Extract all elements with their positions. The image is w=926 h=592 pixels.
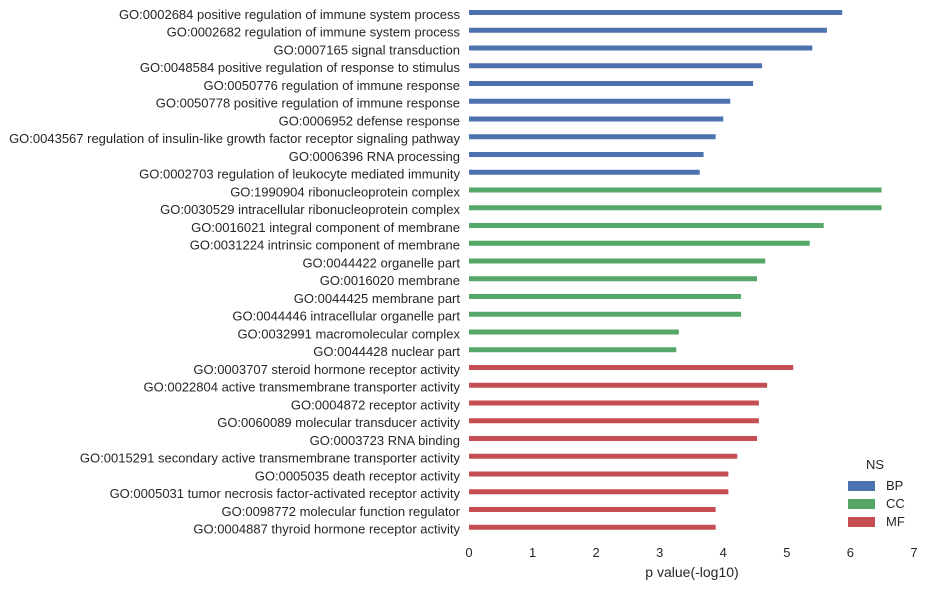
- category-label: GO:0006396 RNA processing: [289, 149, 460, 164]
- bar-mf: [469, 400, 759, 406]
- legend-label-mf: MF: [886, 514, 905, 529]
- bar-bp: [469, 10, 843, 15]
- category-label: GO:0016021 integral component of membran…: [191, 220, 460, 235]
- x-tick-label: 3: [656, 545, 663, 560]
- x-tick-label: 1: [529, 545, 536, 560]
- category-label: GO:0002684 positive regulation of immune…: [119, 7, 461, 22]
- bar-mf: [469, 471, 729, 477]
- bar-cc: [469, 329, 679, 335]
- bar-mf: [469, 436, 757, 441]
- category-label: GO:0031224 intrinsic component of membra…: [190, 238, 460, 253]
- x-tick-label: 4: [720, 545, 727, 560]
- x-tick-label: 2: [593, 545, 600, 560]
- legend-swatch-cc: [848, 499, 875, 509]
- legend-items: BP CC MF: [848, 478, 905, 529]
- bar-cc: [469, 240, 810, 246]
- category-label: GO:0032991 macromolecular complex: [237, 326, 460, 341]
- legend: NS BP CC MF: [848, 457, 905, 529]
- legend-label-cc: CC: [886, 496, 905, 511]
- legend-title: NS: [866, 457, 884, 472]
- bars-layer: [469, 10, 882, 530]
- category-label: GO:0044428 nuclear part: [313, 344, 460, 359]
- bar-mf: [469, 489, 729, 495]
- category-label: GO:0050778 positive regulation of immune…: [156, 96, 460, 111]
- category-label: GO:0002703 regulation of leukocyte media…: [139, 167, 460, 182]
- x-axis-ticks: 0 1 2 3 4 5 6 7: [465, 545, 917, 560]
- bar-bp: [469, 98, 731, 104]
- legend-swatch-bp: [848, 481, 875, 491]
- bar-bp: [469, 63, 763, 69]
- bar-bp: [469, 116, 724, 122]
- category-label: GO:0015291 secondary active transmembran…: [80, 451, 461, 466]
- x-tick-label: 0: [465, 545, 472, 560]
- bar-cc: [469, 311, 742, 317]
- category-label: GO:0003707 steroid hormone receptor acti…: [193, 362, 460, 377]
- category-label: GO:0002682 regulation of immune system p…: [167, 25, 461, 40]
- bar-cc: [469, 258, 766, 264]
- category-label: GO:0007165 signal transduction: [274, 42, 460, 57]
- bar-bp: [469, 169, 700, 175]
- bar-mf: [469, 524, 716, 530]
- bar-mf: [469, 507, 716, 512]
- bar-bp: [469, 152, 704, 157]
- category-label: GO:0016020 membrane: [320, 273, 460, 288]
- bar-mf: [469, 365, 794, 370]
- category-label: GO:0048584 positive regulation of respon…: [140, 60, 461, 75]
- category-label: GO:0043567 regulation of insulin-like gr…: [9, 131, 460, 146]
- category-label: GO:0005031 tumor necrosis factor-activat…: [110, 486, 461, 501]
- bar-mf: [469, 382, 768, 388]
- category-label: GO:1990904 ribonucleoprotein complex: [230, 184, 460, 199]
- x-tick-label: 6: [847, 545, 854, 560]
- x-axis-label: p value(-log10): [645, 564, 738, 580]
- bar-bp: [469, 45, 813, 51]
- bar-cc: [469, 223, 824, 228]
- category-label: GO:0044425 membrane part: [294, 291, 461, 306]
- category-label: GO:0060089 molecular transducer activity: [217, 415, 460, 430]
- category-label: GO:0050776 regulation of immune response: [203, 78, 460, 93]
- bar-cc: [469, 294, 742, 299]
- category-label: GO:0022804 active transmembrane transpor…: [144, 380, 461, 395]
- bar-mf: [469, 418, 759, 424]
- category-label: GO:0006952 defense response: [279, 113, 460, 128]
- bar-cc: [469, 347, 677, 353]
- category-label: GO:0030529 intracellular ribonucleoprote…: [160, 202, 460, 217]
- category-label: GO:0098772 molecular function regulator: [222, 504, 461, 519]
- x-tick-label: 7: [910, 545, 917, 560]
- category-label: GO:0004887 thyroid hormone receptor acti…: [193, 522, 460, 537]
- category-label: GO:0005035 death receptor activity: [255, 468, 461, 483]
- bar-cc: [469, 187, 882, 193]
- bar-bp: [469, 27, 827, 33]
- legend-label-bp: BP: [886, 478, 903, 493]
- category-label: GO:0044422 organelle part: [302, 255, 460, 270]
- bar-mf: [469, 453, 738, 459]
- bar-cc: [469, 205, 882, 211]
- legend-swatch-mf: [848, 517, 875, 527]
- x-tick-label: 5: [783, 545, 790, 560]
- category-label: GO:0044446 intracellular organelle part: [232, 309, 460, 324]
- bar-bp: [469, 81, 754, 86]
- category-labels: GO:0002684 positive regulation of immune…: [9, 7, 461, 537]
- category-label: GO:0004872 receptor activity: [291, 397, 461, 412]
- bar-cc: [469, 276, 757, 282]
- bar-bp: [469, 134, 716, 140]
- category-label: GO:0003723 RNA binding: [310, 433, 460, 448]
